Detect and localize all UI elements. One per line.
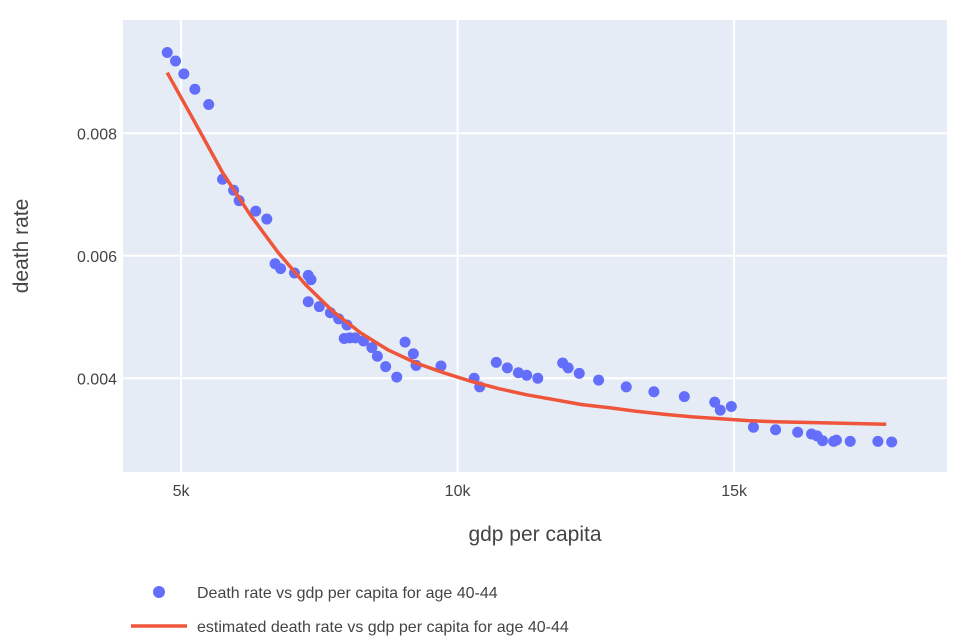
legend: Death rate vs gdp per capita for age 40-… — [131, 585, 569, 636]
data-point[interactable] — [490, 356, 502, 368]
data-point[interactable] — [170, 55, 182, 67]
data-point[interactable] — [275, 263, 287, 275]
legend-item-scatter[interactable]: Death rate vs gdp per capita for age 40-… — [153, 585, 498, 602]
estimated-line — [165, 71, 887, 426]
data-point[interactable] — [435, 360, 447, 372]
data-point[interactable] — [648, 386, 660, 398]
data-point[interactable] — [371, 350, 383, 362]
x-tick-label: 15k — [721, 483, 748, 500]
data-point[interactable] — [178, 68, 190, 80]
x-tick-labels: 5k 10k 15k — [173, 483, 748, 500]
data-point[interactable] — [501, 362, 513, 374]
data-point[interactable] — [844, 435, 856, 447]
data-point[interactable] — [521, 369, 533, 381]
x-tick-label: 5k — [173, 483, 191, 500]
data-point[interactable] — [714, 404, 726, 416]
data-point[interactable] — [380, 361, 392, 373]
data-point[interactable] — [399, 336, 411, 348]
legend-label-scatter: Death rate vs gdp per capita for age 40-… — [197, 585, 498, 602]
data-point[interactable] — [620, 381, 632, 393]
x-axis-title: gdp per capita — [468, 523, 601, 546]
data-point[interactable] — [313, 301, 325, 313]
data-point[interactable] — [512, 367, 524, 379]
data-point[interactable] — [562, 362, 574, 374]
data-point[interactable] — [770, 424, 782, 436]
data-point[interactable] — [678, 391, 690, 403]
legend-label-line: estimated death rate vs gdp per capita f… — [197, 619, 569, 636]
y-tick-label: 0.008 — [77, 126, 117, 143]
data-point[interactable] — [593, 374, 605, 386]
legend-marker-scatter — [153, 586, 165, 598]
data-point[interactable] — [792, 426, 804, 438]
y-tick-label: 0.006 — [77, 249, 117, 266]
data-point[interactable] — [709, 396, 721, 408]
data-point[interactable] — [573, 367, 585, 379]
y-tick-labels: 0.004 0.006 0.008 — [77, 126, 117, 388]
data-point[interactable] — [366, 342, 378, 354]
data-point[interactable] — [817, 435, 829, 447]
data-point[interactable] — [261, 213, 273, 225]
data-point[interactable] — [203, 99, 215, 111]
data-point[interactable] — [305, 274, 317, 286]
data-point[interactable] — [830, 434, 842, 446]
plot-background — [123, 20, 947, 472]
data-point[interactable] — [161, 46, 173, 58]
scatter-series — [161, 46, 898, 448]
data-point[interactable] — [886, 436, 898, 448]
y-axis-title: death rate — [10, 199, 33, 294]
data-point[interactable] — [407, 348, 419, 360]
x-tick-label: 10k — [445, 483, 472, 500]
legend-item-line[interactable]: estimated death rate vs gdp per capita f… — [131, 619, 569, 636]
data-point[interactable] — [747, 421, 759, 433]
y-tick-label: 0.004 — [77, 371, 117, 388]
data-point[interactable] — [532, 372, 544, 384]
data-point[interactable] — [725, 400, 737, 412]
data-point[interactable] — [872, 435, 884, 447]
data-point[interactable] — [189, 83, 201, 95]
data-point[interactable] — [349, 332, 361, 344]
data-point[interactable] — [250, 205, 262, 217]
data-point[interactable] — [391, 371, 403, 383]
data-point[interactable] — [302, 296, 314, 308]
